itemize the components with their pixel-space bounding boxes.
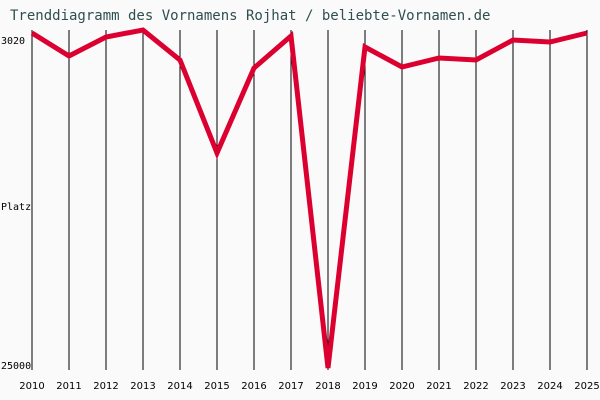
x-tick-label: 2024	[537, 381, 563, 392]
x-tick-label: 2023	[500, 381, 526, 392]
x-tick-label: 2010	[19, 381, 45, 392]
x-tick-label: 2011	[56, 381, 82, 392]
y-axis-label: Platz	[1, 202, 32, 213]
x-tick-label: 2016	[241, 381, 267, 392]
x-tick-label: 2014	[167, 381, 193, 392]
series-line	[30, 27, 588, 369]
y-tick-top: 3020	[1, 36, 26, 47]
x-tick-label: 2020	[389, 381, 415, 392]
x-tick-label: 2017	[278, 381, 304, 392]
chart-title: Trenddiagramm des Vornamens Rojhat / bel…	[10, 8, 491, 24]
x-tick-label: 2019	[352, 381, 378, 392]
x-tick-label: 2022	[463, 381, 489, 392]
x-tick-label: 2012	[93, 381, 119, 392]
x-tick-label: 2013	[130, 381, 156, 392]
x-tick-label: 2021	[426, 381, 452, 392]
x-tick-label: 2015	[204, 381, 230, 392]
y-tick-bottom: 25000	[1, 361, 32, 372]
x-tick-label: 2018	[315, 381, 341, 392]
x-tick-label: 2025	[574, 381, 600, 392]
